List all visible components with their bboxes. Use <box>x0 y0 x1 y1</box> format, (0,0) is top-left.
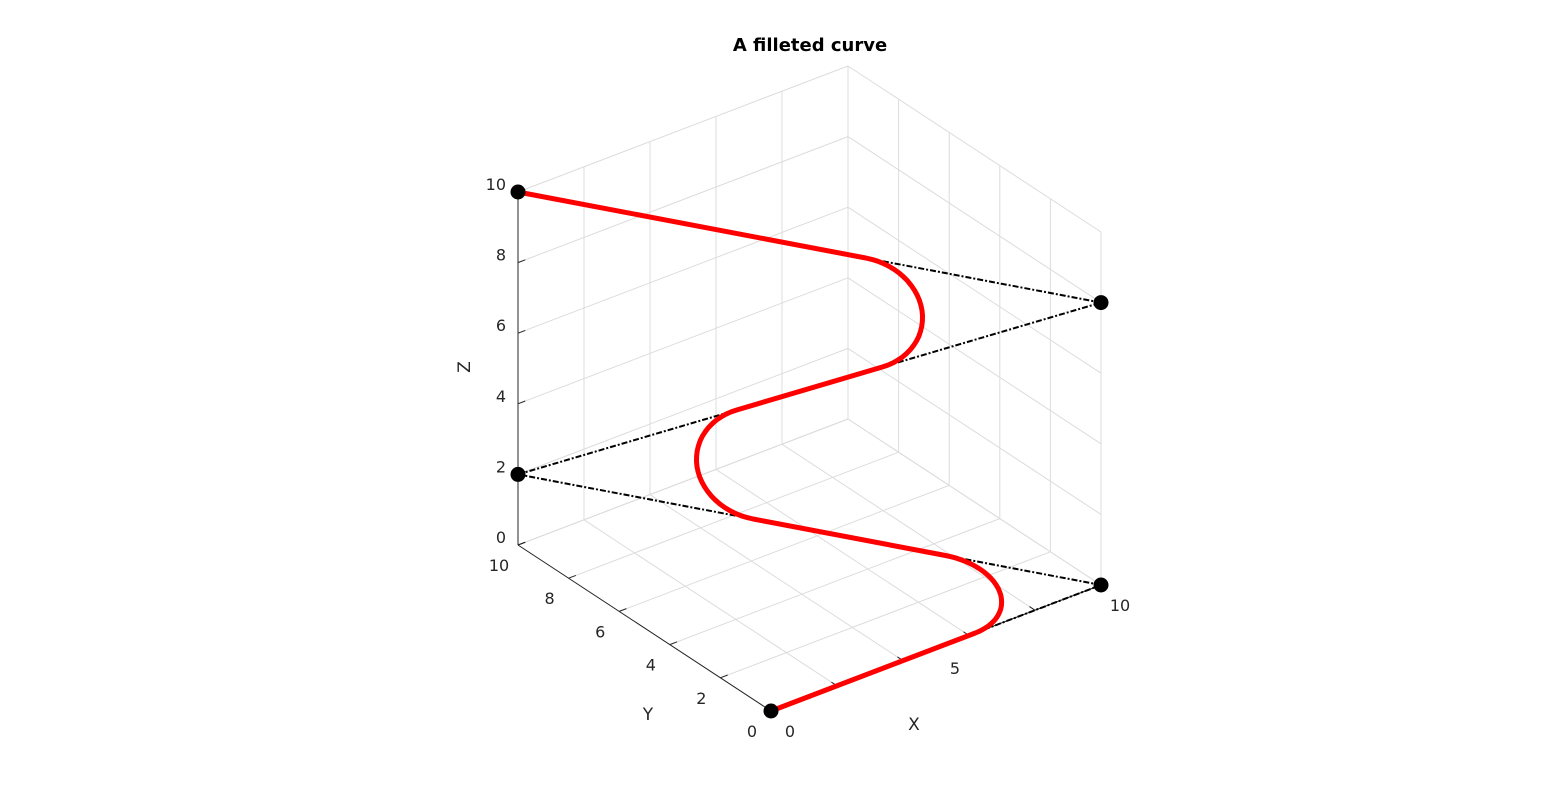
grid-line <box>517 277 849 405</box>
z-tick-mark <box>517 259 526 264</box>
control-points <box>510 184 1109 719</box>
z-tick-label: 4 <box>496 387 506 406</box>
tick-labels: 0 5 10 0 2 4 6 8 10 0 2 4 6 8 10 <box>486 175 1131 741</box>
x-tick-mark <box>1029 606 1036 611</box>
y-axis-label: Y <box>642 705 654 725</box>
grid-line <box>847 418 1102 586</box>
grid-line <box>517 347 849 475</box>
z-tick-label: 10 <box>486 175 506 194</box>
grid-line <box>649 494 904 662</box>
z-tick-label: 0 <box>496 528 506 547</box>
grid-line <box>715 468 970 636</box>
grid-line <box>517 136 849 264</box>
y-tick-label: 10 <box>489 556 509 575</box>
chart-title: A filleted curve <box>733 35 887 56</box>
grid-line <box>517 65 849 193</box>
filleted-curve-line <box>515 189 1005 714</box>
grid-line <box>847 277 1102 445</box>
z-tick-mark <box>517 329 526 334</box>
x-axis-label: X <box>908 715 920 735</box>
axes-layer <box>517 188 1102 712</box>
y-tick-label: 8 <box>545 589 555 608</box>
z-axis-label: Z <box>455 361 475 373</box>
grid-line <box>583 519 838 687</box>
y-tick-label: 2 <box>696 689 706 708</box>
y-tick-mark <box>568 574 577 579</box>
grid-line <box>517 418 849 546</box>
z-tick-mark <box>517 541 526 546</box>
control-point-marker <box>763 703 779 719</box>
grid-line <box>847 206 1102 374</box>
grid-line <box>847 347 1102 515</box>
grid-line <box>619 484 950 612</box>
y-tick-label: 6 <box>595 622 605 641</box>
y-axis-line <box>517 544 772 712</box>
y-tick-mark <box>619 608 627 612</box>
grid-line <box>847 65 1102 233</box>
y-tick-label: 0 <box>747 722 757 741</box>
control-polygon <box>517 191 1102 712</box>
grid-line <box>847 136 1102 304</box>
grid-line <box>517 206 849 334</box>
y-tick-label: 4 <box>646 656 656 675</box>
z-tick-mark <box>517 400 526 405</box>
grid-line <box>720 551 1051 679</box>
x-tick-label: 5 <box>950 659 960 678</box>
control-point-marker <box>1093 295 1109 311</box>
y-tick-mark <box>669 641 678 646</box>
control-point-marker <box>510 184 526 200</box>
control-point-marker <box>1093 577 1109 593</box>
x-tick-label: 0 <box>785 722 795 741</box>
z-tick-label: 6 <box>496 316 506 335</box>
x-tick-label: 10 <box>1110 596 1130 615</box>
control-point-marker <box>510 466 526 482</box>
z-tick-label: 8 <box>496 246 506 265</box>
y-tick-mark <box>720 674 728 679</box>
filleted-curve <box>515 189 1005 714</box>
z-tick-label: 2 <box>496 457 506 476</box>
grid-line <box>669 518 1000 646</box>
